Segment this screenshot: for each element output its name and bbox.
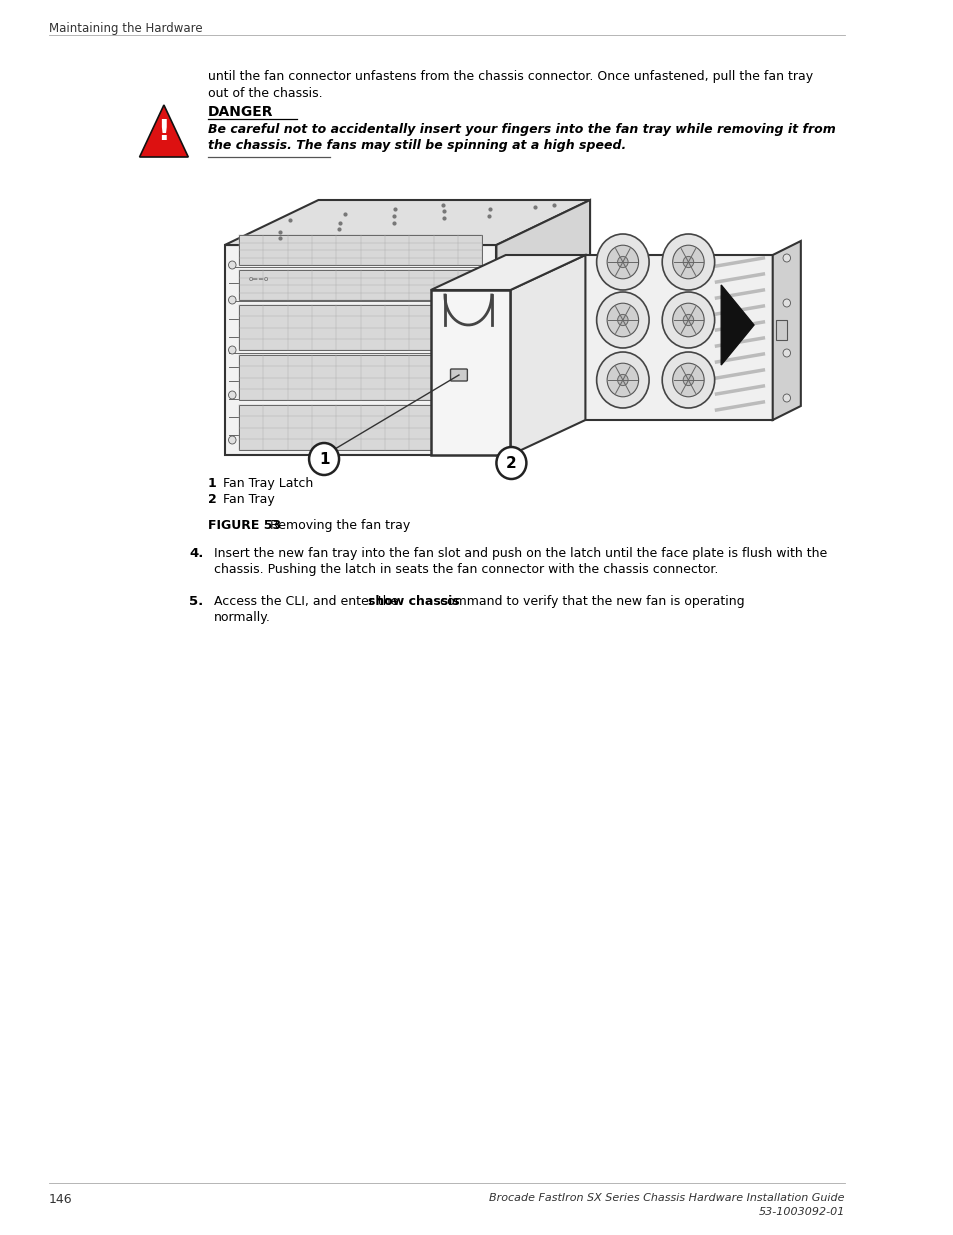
Text: Insert the new fan tray into the fan slot and push on the latch until the face p: Insert the new fan tray into the fan slo… [213, 547, 826, 559]
Circle shape [672, 363, 703, 396]
Text: Fan Tray: Fan Tray [223, 493, 274, 506]
Circle shape [661, 291, 714, 348]
Text: the chassis. The fans may still be spinning at a high speed.: the chassis. The fans may still be spinn… [208, 140, 625, 152]
Circle shape [782, 254, 790, 262]
Circle shape [782, 394, 790, 403]
Circle shape [606, 246, 638, 279]
Polygon shape [772, 241, 800, 420]
Circle shape [617, 257, 627, 268]
Bar [585, 254, 772, 420]
Text: show chassis: show chassis [368, 595, 459, 608]
Bar [238, 305, 482, 350]
Circle shape [596, 291, 648, 348]
Circle shape [229, 391, 235, 399]
Text: chassis. Pushing the latch in seats the fan connector with the chassis connector: chassis. Pushing the latch in seats the … [213, 563, 718, 576]
Bar [431, 290, 510, 454]
Circle shape [782, 299, 790, 308]
Text: 2: 2 [505, 456, 517, 471]
Bar [238, 235, 482, 266]
Circle shape [682, 374, 693, 385]
Text: 1: 1 [318, 452, 329, 467]
Bar [238, 405, 482, 450]
Text: until the fan connector unfastens from the chassis connector. Once unfastened, p: until the fan connector unfastens from t… [208, 70, 812, 83]
Circle shape [782, 350, 790, 357]
Text: 1: 1 [208, 477, 216, 490]
Bar [225, 245, 496, 454]
FancyBboxPatch shape [450, 369, 467, 382]
Text: Maintaining the Hardware: Maintaining the Hardware [49, 22, 202, 35]
Text: Removing the fan tray: Removing the fan tray [266, 519, 410, 532]
Bar [238, 270, 482, 300]
Polygon shape [139, 105, 188, 157]
Circle shape [661, 352, 714, 408]
Circle shape [596, 352, 648, 408]
Text: FIGURE 53: FIGURE 53 [208, 519, 281, 532]
Polygon shape [225, 200, 590, 245]
Polygon shape [431, 254, 585, 290]
Circle shape [229, 296, 235, 304]
Circle shape [496, 447, 526, 479]
Text: 5.: 5. [189, 595, 203, 608]
Text: 146: 146 [49, 1193, 72, 1207]
Circle shape [617, 315, 627, 326]
Text: command to verify that the new fan is operating: command to verify that the new fan is op… [436, 595, 744, 608]
Circle shape [682, 257, 693, 268]
Text: Fan Tray Latch: Fan Tray Latch [223, 477, 313, 490]
Circle shape [229, 346, 235, 354]
Text: 53-1003092-01: 53-1003092-01 [758, 1207, 844, 1216]
Text: o==o: o==o [248, 275, 268, 282]
Circle shape [617, 374, 627, 385]
Circle shape [672, 304, 703, 337]
Text: Access the CLI, and enter the: Access the CLI, and enter the [213, 595, 401, 608]
Polygon shape [510, 254, 585, 454]
Text: normally.: normally. [213, 611, 270, 624]
Text: 4.: 4. [189, 547, 203, 559]
Text: Brocade FastIron SX Series Chassis Hardware Installation Guide: Brocade FastIron SX Series Chassis Hardw… [489, 1193, 844, 1203]
Circle shape [606, 363, 638, 396]
Text: out of the chassis.: out of the chassis. [208, 86, 322, 100]
Circle shape [606, 304, 638, 337]
Text: Be careful not to accidentally insert your fingers into the fan tray while remov: Be careful not to accidentally insert yo… [208, 124, 835, 136]
Circle shape [229, 436, 235, 445]
Text: 2: 2 [208, 493, 216, 506]
Polygon shape [720, 285, 753, 366]
Text: DANGER: DANGER [208, 105, 274, 119]
Circle shape [672, 246, 703, 279]
Bar [238, 354, 482, 400]
Circle shape [229, 261, 235, 269]
Bar [775, 320, 786, 340]
Polygon shape [496, 200, 590, 454]
Circle shape [596, 233, 648, 290]
Circle shape [682, 315, 693, 326]
Circle shape [661, 233, 714, 290]
Circle shape [309, 443, 338, 475]
Text: !: ! [157, 119, 170, 146]
